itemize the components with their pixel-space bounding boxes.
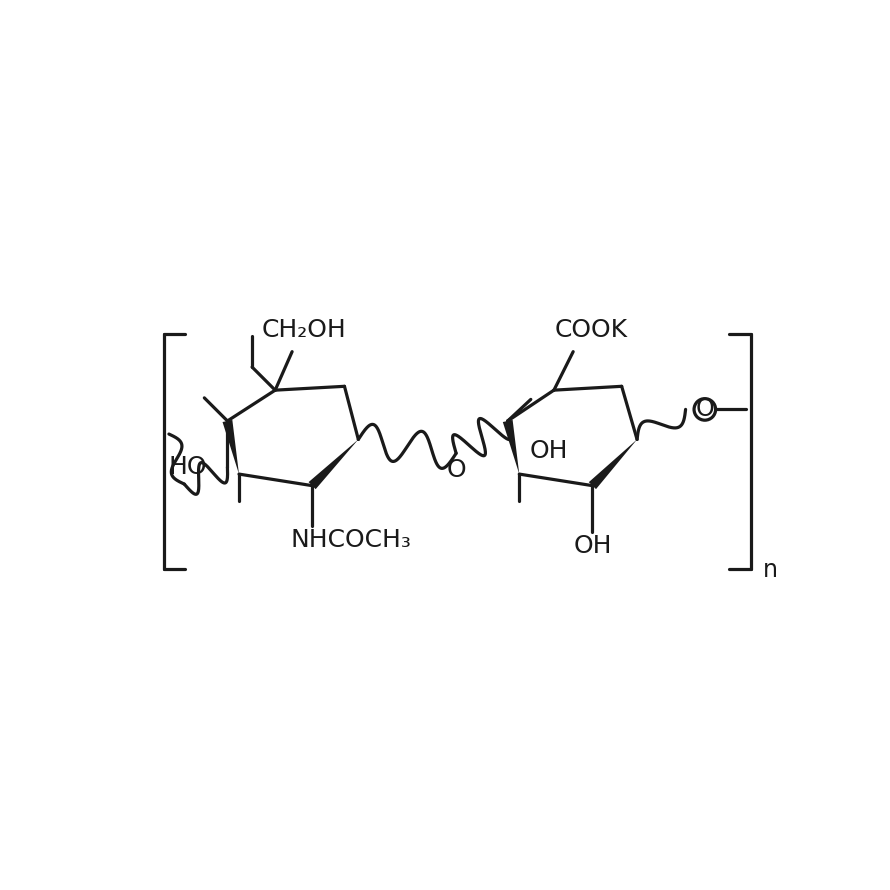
Polygon shape xyxy=(222,420,239,474)
Polygon shape xyxy=(503,420,519,474)
Text: COOK: COOK xyxy=(554,318,627,342)
Polygon shape xyxy=(589,440,637,490)
Text: OH: OH xyxy=(530,439,568,463)
Text: CH₂OH: CH₂OH xyxy=(262,318,347,342)
Text: OH: OH xyxy=(573,534,611,558)
Text: NHCOCH₃: NHCOCH₃ xyxy=(290,528,411,552)
Text: HO: HO xyxy=(169,455,207,479)
Text: O: O xyxy=(695,398,714,421)
Polygon shape xyxy=(309,440,359,490)
Text: n: n xyxy=(763,558,778,582)
Text: O: O xyxy=(446,458,466,482)
